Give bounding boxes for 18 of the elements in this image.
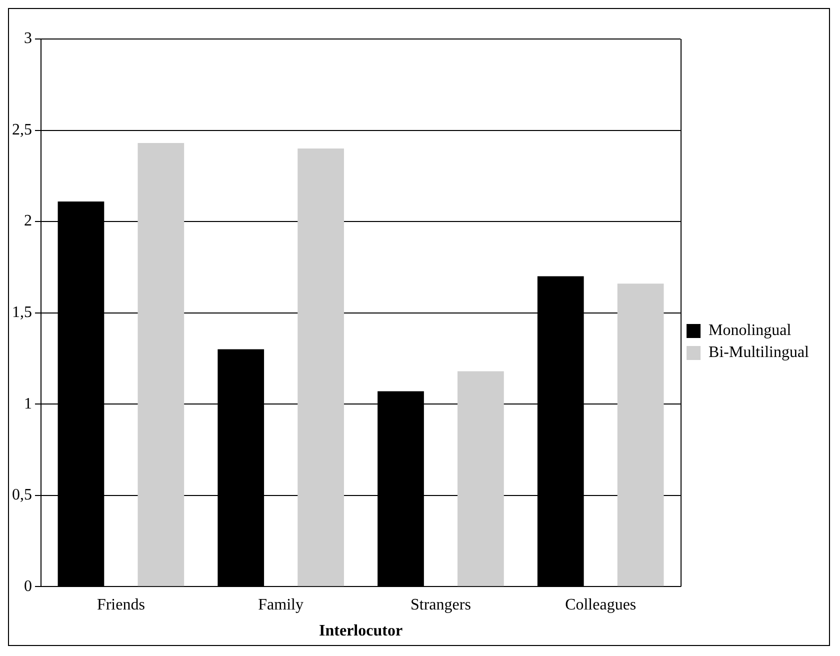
y-tick-label: 2: [24, 212, 32, 230]
x-tick-label: Friends: [96, 596, 145, 614]
x-axis-title: Interlocutor: [319, 622, 403, 640]
x-tick-label: Strangers: [410, 596, 471, 614]
bar: [138, 143, 184, 586]
y-tick-label: 3: [24, 30, 32, 48]
y-tick-label: 0,5: [12, 486, 32, 504]
x-tick-label: Family: [258, 596, 304, 614]
bar: [298, 148, 344, 586]
legend-label: Bi-Multilingual: [708, 344, 810, 362]
y-tick-label: 2,5: [12, 121, 32, 138]
x-tick-label: Colleagues: [565, 596, 636, 614]
legend-label: Monolingual: [708, 322, 792, 340]
bar: [617, 284, 664, 586]
y-tick-label: 1: [24, 395, 32, 412]
y-tick-label: 0: [24, 578, 32, 595]
bar: [458, 371, 504, 586]
y-tick-label: 1,5: [12, 304, 32, 322]
